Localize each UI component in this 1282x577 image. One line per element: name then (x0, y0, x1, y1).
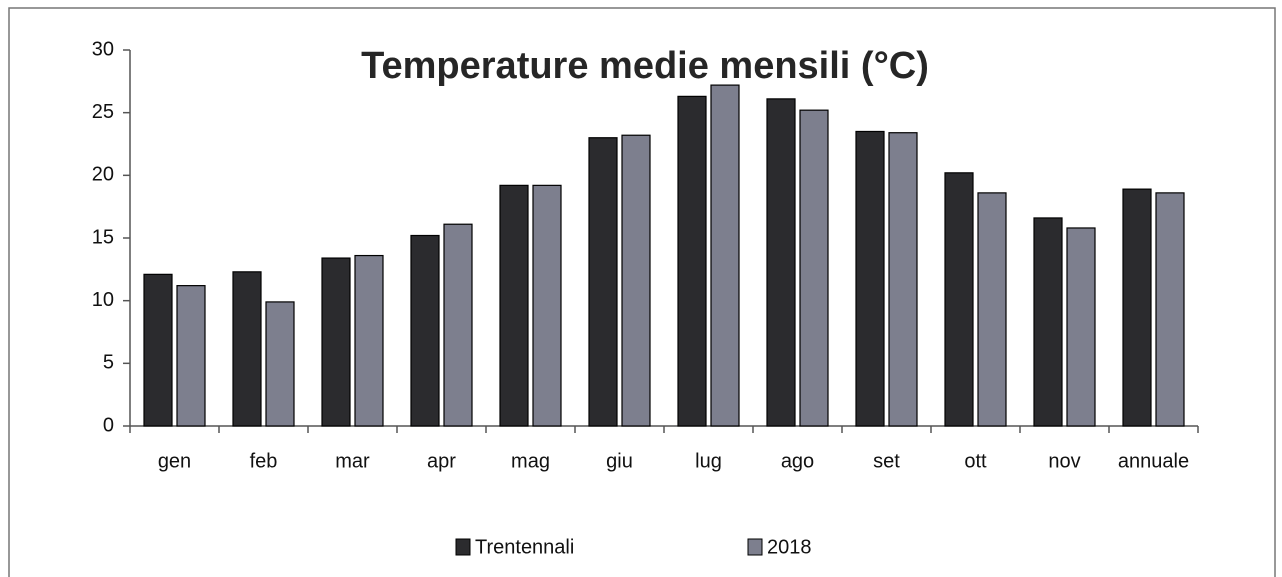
y-tick-label: 10 (92, 289, 114, 311)
legend-swatch (455, 538, 471, 556)
x-tick-label: annuale (1118, 450, 1189, 472)
bar (232, 271, 262, 427)
x-tick-label: set (873, 450, 900, 472)
bar (1033, 217, 1063, 427)
x-tick-label: mar (335, 450, 370, 472)
legend-label: 2018 (767, 536, 812, 558)
x-tick-label: ott (964, 450, 987, 472)
x-tick-label: lug (695, 450, 722, 472)
bar (855, 130, 885, 427)
bar (443, 223, 473, 427)
x-tick-label: feb (250, 450, 278, 472)
y-tick-label: 30 (92, 38, 114, 60)
chart-title: Temperature medie mensili (°C) (361, 45, 929, 87)
legend-label: Trentennali (475, 536, 574, 558)
bar (1066, 227, 1096, 427)
x-tick-label: apr (427, 450, 456, 472)
legend-swatch (747, 538, 763, 556)
x-tick-label: giu (606, 450, 633, 472)
bar (499, 184, 529, 427)
bar (621, 134, 651, 427)
x-tick-label: gen (158, 450, 191, 472)
bar (710, 84, 740, 427)
y-tick-label: 25 (92, 101, 114, 123)
y-tick-label: 15 (92, 226, 114, 248)
bar (410, 234, 440, 427)
bar (354, 254, 384, 427)
bar (766, 98, 796, 427)
bar (532, 184, 562, 427)
y-tick-label: 5 (103, 352, 114, 374)
bar (1122, 188, 1152, 427)
bar (321, 257, 351, 427)
chart-frame (8, 7, 1276, 577)
bar (799, 109, 829, 427)
bar (677, 95, 707, 427)
bar (265, 301, 295, 427)
bar (944, 172, 974, 427)
y-tick-label: 20 (92, 164, 114, 186)
bar (977, 192, 1007, 427)
bar (176, 285, 206, 427)
x-tick-label: ago (781, 450, 814, 472)
y-tick-label: 0 (103, 414, 114, 436)
bar (888, 132, 918, 427)
x-tick-label: mag (511, 450, 550, 472)
x-tick-label: nov (1048, 450, 1080, 472)
bar (1155, 192, 1185, 427)
bar (143, 273, 173, 427)
bar (588, 137, 618, 427)
